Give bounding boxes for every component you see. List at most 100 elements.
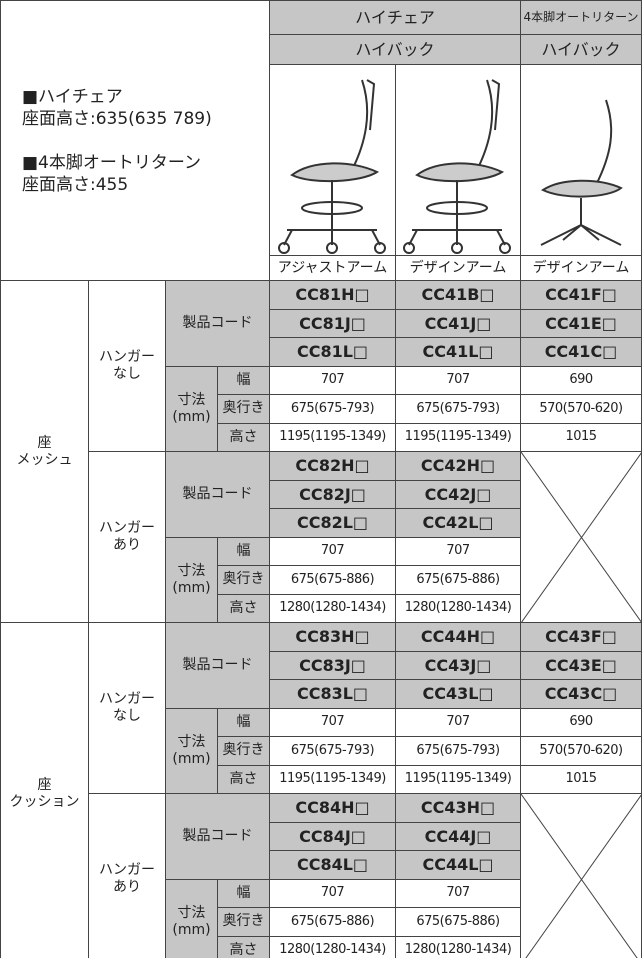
dimension-text: 1280(1280-1434)	[279, 600, 386, 616]
product-code-text: CC42H□	[420, 456, 496, 476]
dimension-text: 1280(1280-1434)	[404, 600, 512, 616]
product-code: CC42L□	[395, 508, 521, 538]
dim-label-text: 奥行き	[222, 400, 265, 417]
arm-header-text: アジャストアーム	[277, 259, 388, 276]
dimension: 675(675-793)	[395, 736, 521, 766]
chair-images	[278, 79, 623, 254]
dim-label-text: 高さ	[229, 599, 258, 616]
product-code: CC41L□	[395, 337, 521, 367]
dimension: 675(675-793)	[395, 394, 521, 424]
size-label: 寸法 (mm)	[165, 365, 218, 452]
empty-cell	[520, 793, 642, 958]
dimension-text: 675(675-793)	[290, 400, 375, 416]
dim-label: 奥行き	[217, 736, 270, 766]
dimension: 1195(1195-1349)	[269, 764, 396, 794]
chair-image	[278, 79, 386, 254]
product-code: CC82J□	[269, 479, 396, 509]
hanger-text: あり	[113, 537, 141, 553]
chair-image	[540, 99, 623, 246]
dimension-text: 1195(1195-1349)	[279, 771, 386, 787]
dimension: 707	[269, 365, 396, 395]
size-label-text: 寸法	[177, 562, 206, 579]
size-label-text: 寸法	[177, 904, 206, 921]
hanger: ハンガー あり	[88, 793, 166, 958]
dimension: 1015	[520, 422, 642, 452]
dimension-text: 1195(1195-1349)	[404, 771, 512, 787]
dimension: 675(675-886)	[395, 907, 521, 937]
dim-label: 幅	[217, 707, 270, 737]
dim-label: 高さ	[217, 593, 270, 623]
dimension-text: 707	[320, 372, 345, 388]
dimension: 675(675-886)	[269, 565, 396, 595]
code-label-text: 製品コード	[182, 314, 253, 331]
dimension-text: 570(570-620)	[539, 742, 623, 758]
product-code-text: CC82H□	[295, 456, 370, 476]
product-code: CC43L□	[395, 679, 521, 709]
dimension: 1280(1280-1434)	[395, 935, 521, 958]
product-code: CC84H□	[269, 793, 396, 823]
hanger-text: なし	[113, 366, 141, 382]
dimension: 707	[269, 536, 396, 566]
dimension: 690	[520, 707, 642, 737]
dimension-text: 675(675-886)	[416, 571, 500, 587]
series1-label: ■ハイチェア	[22, 87, 123, 107]
image-cell	[520, 64, 642, 256]
dim-label-text: 高さ	[229, 770, 258, 787]
dimension: 675(675-886)	[269, 907, 396, 937]
back-header-text: ハイバック	[355, 39, 435, 59]
size-label-text: 寸法	[177, 733, 206, 750]
back-header-text: ハイバック	[541, 39, 621, 59]
dim-label-text: 高さ	[229, 941, 258, 958]
product-code: CC41E□	[520, 308, 642, 338]
dimension: 707	[269, 878, 396, 908]
dim-label: 幅	[217, 536, 270, 566]
dim-label: 高さ	[217, 422, 270, 452]
dimension-text: 675(675-793)	[416, 400, 500, 416]
group-header-text: ハイチェア	[355, 7, 435, 27]
code-label: 製品コード	[165, 280, 270, 367]
product-code: CC81J□	[269, 308, 396, 338]
product-code: CC43H□	[395, 793, 521, 823]
image-cell	[395, 64, 521, 256]
product-code: CC43J□	[395, 650, 521, 680]
product-code: CC43C□	[520, 679, 642, 709]
product-code: CC41B□	[395, 280, 521, 310]
product-code: CC84J□	[269, 821, 396, 851]
product-code: CC83H□	[269, 622, 396, 652]
product-code-text: CC41L□	[422, 342, 494, 362]
dim-label: 奥行き	[217, 394, 270, 424]
back-header: ハイバック	[520, 34, 642, 65]
dimension: 1195(1195-1349)	[269, 422, 396, 452]
dim-label: 幅	[217, 878, 270, 908]
size-label: 寸法 (mm)	[165, 878, 218, 958]
dim-label: 高さ	[217, 935, 270, 958]
product-code-text: CC81L□	[296, 342, 369, 362]
dimension-text: 707	[446, 372, 470, 388]
product-code: CC44L□	[395, 850, 521, 880]
product-code-text: CC42L□	[422, 513, 494, 533]
arm-header: デザインアーム	[395, 255, 521, 281]
product-code-text: CC82L□	[296, 513, 369, 533]
dim-label-text: 奥行き	[222, 913, 265, 930]
dimension: 707	[395, 878, 521, 908]
arm-header-text: デザインアーム	[532, 259, 630, 276]
product-code-text: CC43C□	[544, 684, 618, 704]
hanger: ハンガー なし	[88, 622, 166, 794]
dimension: 1195(1195-1349)	[395, 764, 521, 794]
product-code: CC83L□	[269, 679, 396, 709]
dimension-text: 707	[446, 885, 470, 901]
hanger-text: ハンガー	[99, 691, 155, 708]
dim-label-text: 高さ	[229, 428, 258, 445]
dimension: 1280(1280-1434)	[269, 593, 396, 623]
seat-type: 座メッシュ	[0, 280, 89, 623]
product-code-text: CC42J□	[424, 484, 492, 504]
dimension-text: 1015	[565, 771, 597, 787]
product-code: CC42H□	[395, 451, 521, 481]
product-code: CC84L□	[269, 850, 396, 880]
product-code-text: CC81J□	[299, 313, 366, 333]
code-label-text: 製品コード	[182, 485, 253, 502]
group-header: ハイチェア	[269, 0, 521, 35]
chair-image	[403, 79, 511, 254]
dimension: 1280(1280-1434)	[269, 935, 396, 958]
product-code: CC41C□	[520, 337, 642, 367]
